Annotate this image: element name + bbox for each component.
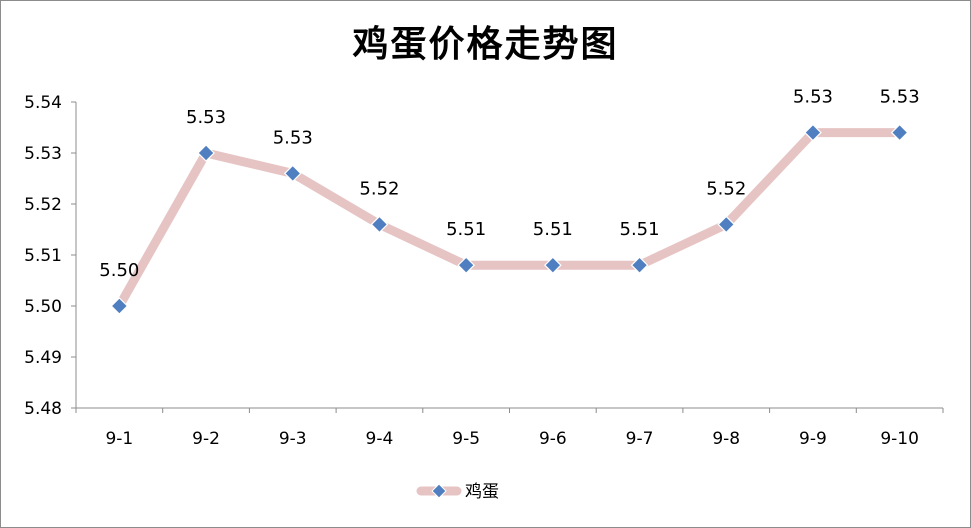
- data-point: [197, 144, 215, 162]
- data-label: 5.53: [186, 107, 226, 128]
- data-point: [283, 164, 302, 183]
- x-tick-label: 9-7: [626, 429, 654, 449]
- y-tick-label: 5.48: [24, 399, 62, 419]
- data-point: [544, 256, 562, 275]
- data-point: [717, 215, 736, 234]
- y-tick-label: 5.50: [24, 297, 62, 317]
- data-point: [630, 256, 649, 275]
- data-label: 5.52: [359, 178, 399, 199]
- x-tick-label: 9-10: [880, 429, 919, 449]
- y-tick-label: 5.54: [24, 93, 62, 113]
- x-tick-label: 9-2: [192, 429, 220, 449]
- y-tick-label: 5.52: [24, 195, 62, 215]
- series-line: [114, 128, 905, 311]
- x-tick-label: 9-3: [279, 429, 307, 449]
- chart-title: 鸡蛋价格走势图: [352, 23, 619, 65]
- y-tick-label: 5.51: [24, 246, 62, 266]
- data-point: [110, 297, 129, 315]
- data-point: [890, 123, 909, 142]
- legend-label: 鸡蛋: [465, 482, 499, 502]
- x-tick-label: 9-5: [452, 429, 480, 449]
- legend-marker: [431, 483, 447, 499]
- x-tick-label: 9-8: [712, 429, 740, 449]
- data-label: 5.52: [706, 178, 746, 199]
- data-point: [804, 123, 822, 142]
- data-point: [457, 256, 475, 275]
- data-label: 5.50: [99, 260, 139, 281]
- data-label: 5.53: [880, 87, 920, 108]
- x-tick-label: 9-4: [366, 429, 394, 449]
- data-label: 5.53: [273, 127, 313, 148]
- data-label: 5.51: [533, 219, 573, 240]
- x-tick-label: 9-9: [799, 429, 827, 449]
- x-tick-label: 9-6: [539, 429, 567, 449]
- y-tick-label: 5.53: [24, 144, 62, 164]
- data-label: 5.51: [620, 219, 660, 240]
- data-label: 5.53: [793, 87, 833, 108]
- data-point: [370, 215, 389, 234]
- x-tick-label: 9-1: [105, 429, 133, 449]
- data-label: 5.51: [446, 219, 486, 240]
- y-tick-label: 5.49: [24, 348, 62, 368]
